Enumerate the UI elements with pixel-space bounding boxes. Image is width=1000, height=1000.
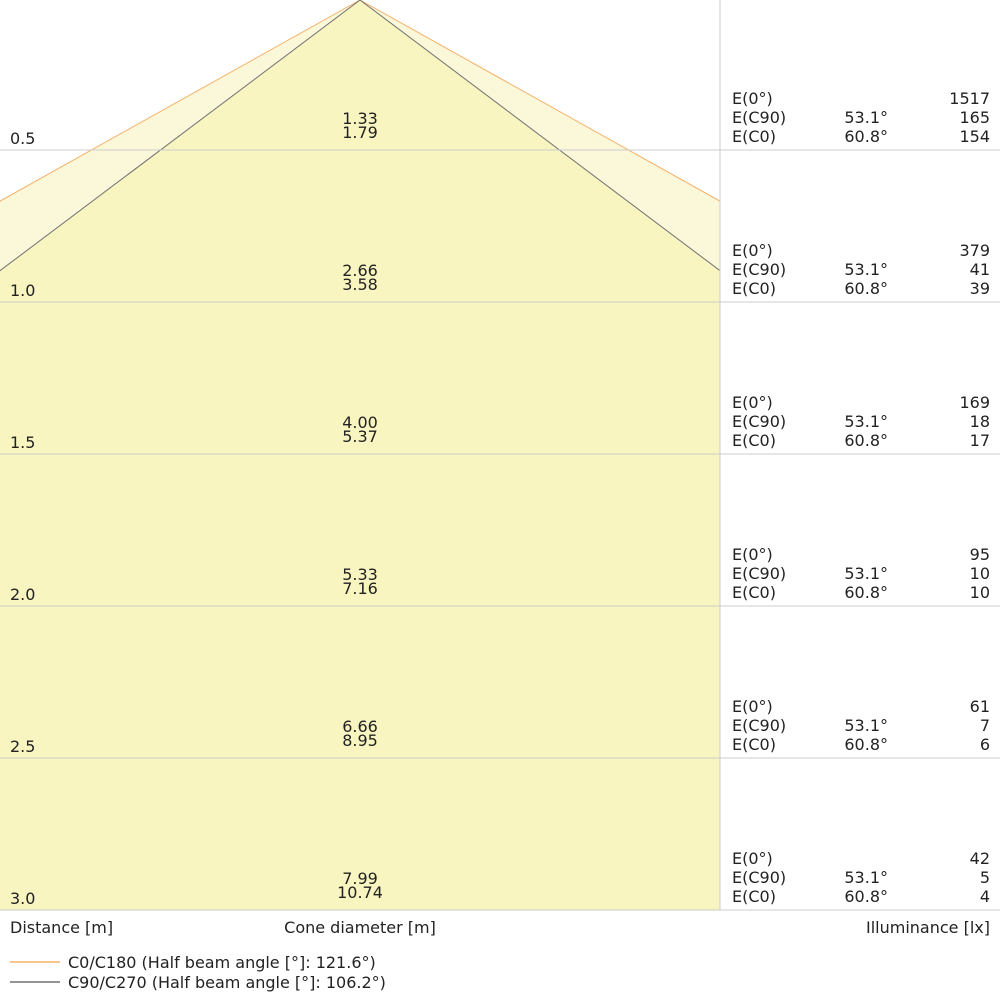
distance: 2.0 <box>10 585 35 604</box>
value-ec90: 18 <box>970 412 990 431</box>
angle-c90: 53.1° <box>844 868 888 887</box>
value-e0: 379 <box>959 241 990 260</box>
label-e0: E(0°) <box>732 849 773 868</box>
angle-c90: 53.1° <box>844 716 888 735</box>
label-ec90: E(C90) <box>732 108 786 127</box>
label-ec0: E(C0) <box>732 887 776 906</box>
value-ec0: 154 <box>959 127 990 146</box>
value-ec0: 4 <box>980 887 990 906</box>
footer-diameter: Cone diameter [m] <box>284 918 436 937</box>
distance: 1.0 <box>10 281 35 300</box>
value-ec0: 39 <box>970 279 990 298</box>
value-ec90: 41 <box>970 260 990 279</box>
angle-c90: 53.1° <box>844 564 888 583</box>
value-ec0: 17 <box>970 431 990 450</box>
angle-c90: 53.1° <box>844 108 888 127</box>
distance: 2.5 <box>10 737 35 756</box>
legend-text: C0/C180 (Half beam angle [°]: 121.6°) <box>68 953 376 972</box>
value-ec90: 10 <box>970 564 990 583</box>
diameter-c0: 1.79 <box>342 123 378 142</box>
label-ec0: E(C0) <box>732 279 776 298</box>
label-ec0: E(C0) <box>732 735 776 754</box>
value-ec0: 10 <box>970 583 990 602</box>
label-ec0: E(C0) <box>732 583 776 602</box>
angle-c90: 53.1° <box>844 412 888 431</box>
diameter-c90: 5.33 <box>342 565 378 584</box>
label-e0: E(0°) <box>732 89 773 108</box>
label-e0: E(0°) <box>732 241 773 260</box>
diameter-c0: 5.37 <box>342 427 378 446</box>
label-ec0: E(C0) <box>732 431 776 450</box>
legend-text: C90/C270 (Half beam angle [°]: 106.2°) <box>68 973 386 992</box>
cone-c0-edge <box>359 0 720 202</box>
value-e0: 61 <box>970 697 990 716</box>
diameter-c0: 8.95 <box>342 731 378 750</box>
value-e0: 169 <box>959 393 990 412</box>
diameter-c90: 7.99 <box>342 869 378 888</box>
angle-c0: 60.8° <box>844 279 888 298</box>
value-e0: 95 <box>970 545 990 564</box>
distance: 1.5 <box>10 433 35 452</box>
label-e0: E(0°) <box>732 697 773 716</box>
angle-c0: 60.8° <box>844 431 888 450</box>
label-ec0: E(C0) <box>732 127 776 146</box>
value-ec90: 5 <box>980 868 990 887</box>
cone-c0-edge <box>0 0 361 202</box>
value-ec90: 165 <box>959 108 990 127</box>
angle-c0: 60.8° <box>844 583 888 602</box>
diameter-c0: 3.58 <box>342 275 378 294</box>
cone-c90-edge <box>359 0 720 272</box>
diameter-c90: 4.00 <box>342 413 378 432</box>
label-ec90: E(C90) <box>732 868 786 887</box>
diameter-c90: 1.33 <box>342 109 378 128</box>
angle-c0: 60.8° <box>844 127 888 146</box>
label-ec90: E(C90) <box>732 412 786 431</box>
footer-distance: Distance [m] <box>10 918 113 937</box>
diameter-c90: 2.66 <box>342 261 378 280</box>
angle-c0: 60.8° <box>844 735 888 754</box>
value-ec0: 6 <box>980 735 990 754</box>
value-e0: 42 <box>970 849 990 868</box>
label-ec90: E(C90) <box>732 260 786 279</box>
diameter-c90: 6.66 <box>342 717 378 736</box>
label-ec90: E(C90) <box>732 716 786 735</box>
label-e0: E(0°) <box>732 393 773 412</box>
value-e0: 1517 <box>949 89 990 108</box>
distance: 0.5 <box>10 129 35 148</box>
distance: 3.0 <box>10 889 35 908</box>
cone-c90 <box>0 0 720 910</box>
cone-c90-edge <box>0 0 361 272</box>
angle-c90: 53.1° <box>844 260 888 279</box>
diameter-c0: 10.74 <box>337 883 383 902</box>
value-ec90: 7 <box>980 716 990 735</box>
label-e0: E(0°) <box>732 545 773 564</box>
label-ec90: E(C90) <box>732 564 786 583</box>
diameter-c0: 7.16 <box>342 579 378 598</box>
footer-illuminance: Illuminance [lx] <box>866 918 990 937</box>
cones <box>0 0 720 910</box>
grid <box>0 149 1000 911</box>
angle-c0: 60.8° <box>844 887 888 906</box>
